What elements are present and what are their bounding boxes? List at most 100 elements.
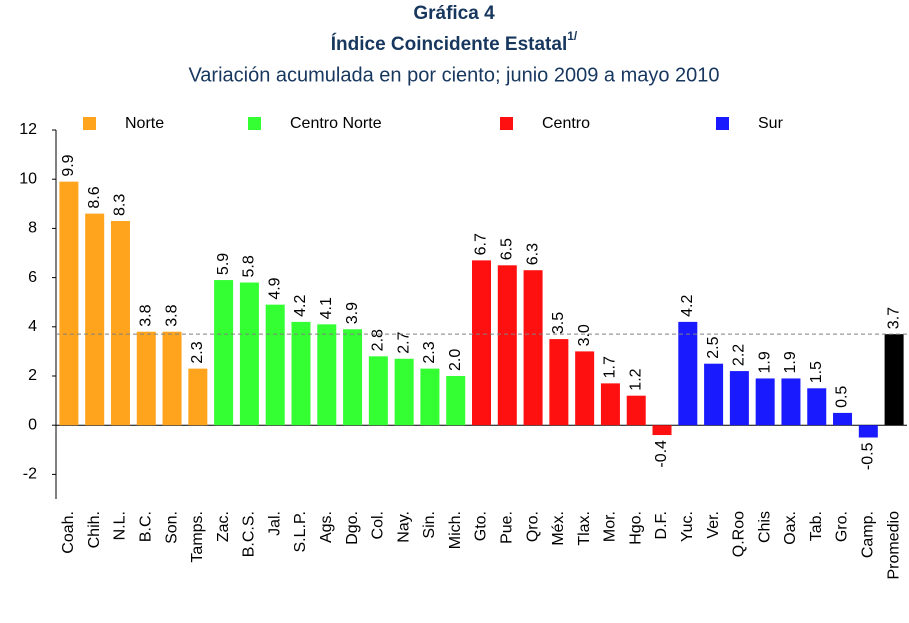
- x-tick-label: Chis: [756, 511, 773, 543]
- y-tick-label: 6: [28, 269, 37, 286]
- bar: [368, 356, 388, 426]
- x-tick-label: B.C.S.: [241, 511, 258, 557]
- y-tick-label: -2: [23, 466, 37, 483]
- legend-swatch: [248, 117, 261, 130]
- legend-swatch: [500, 117, 513, 130]
- value-label: 2.2: [731, 344, 748, 366]
- bar: [833, 412, 853, 426]
- value-label: 1.9: [782, 351, 799, 373]
- x-tick-label: Sin.: [421, 511, 438, 539]
- y-tick-label: 12: [19, 121, 37, 138]
- x-tick-label: N.L.: [112, 511, 129, 540]
- x-tick-label: Ags.: [318, 511, 335, 543]
- x-tick-label: Coah.: [60, 511, 77, 554]
- value-label: -0.4: [653, 440, 670, 468]
- bar: [704, 363, 724, 426]
- value-label: -0.5: [860, 442, 877, 470]
- bar: [239, 282, 259, 426]
- value-label: 6.5: [499, 238, 516, 260]
- value-label: 1.2: [627, 368, 644, 390]
- x-tick-label: Hgo.: [627, 511, 644, 545]
- value-label: 3.7: [885, 307, 902, 329]
- title-note: 1/: [567, 29, 578, 43]
- x-tick-label: Son.: [163, 511, 180, 544]
- value-label: 3.0: [576, 324, 593, 346]
- value-label: 1.7: [602, 356, 619, 378]
- value-label: 4.2: [292, 295, 309, 317]
- bar: [317, 324, 337, 426]
- bar: [600, 383, 620, 426]
- bar: [343, 329, 363, 426]
- bar: [729, 371, 749, 426]
- bar: [110, 221, 130, 426]
- value-label: 4.2: [679, 295, 696, 317]
- x-tick-label: Q.Roo: [731, 511, 748, 557]
- legend-label: Centro Norte: [290, 115, 382, 132]
- x-tick-label: Gro.: [834, 511, 851, 542]
- bar: [678, 321, 698, 426]
- y-tick-label: 0: [28, 416, 37, 433]
- x-tick-label: Zac.: [215, 511, 232, 542]
- x-tick-label: Chih.: [86, 511, 103, 548]
- x-tick-label: Mich.: [447, 511, 464, 549]
- bar: [652, 425, 672, 436]
- x-tick-label: Nay.: [395, 511, 412, 543]
- bar: [265, 304, 285, 426]
- bar: [755, 378, 775, 426]
- x-tick-label: Yuc.: [679, 511, 696, 542]
- bar: [523, 270, 543, 426]
- x-tick-label: Col.: [370, 511, 387, 539]
- chart-subtitle: Variación acumulada en por ciento; junio…: [188, 64, 719, 86]
- value-label: 3.8: [137, 304, 154, 326]
- value-label: 2.0: [447, 349, 464, 371]
- legend-label: Norte: [125, 115, 164, 132]
- value-label: 2.5: [705, 336, 722, 358]
- bar: [59, 181, 79, 426]
- x-tick-label: Dgo.: [344, 511, 361, 545]
- legend-label: Sur: [758, 115, 784, 132]
- bar: [214, 280, 234, 426]
- bar: [446, 376, 466, 426]
- bar: [188, 368, 208, 426]
- x-tick-label: Tab.: [808, 511, 825, 541]
- y-tick-label: 4: [28, 318, 37, 335]
- bar: [858, 425, 878, 438]
- bar: [807, 388, 827, 426]
- y-tick-label: 8: [28, 220, 37, 237]
- value-label: 2.3: [421, 341, 438, 363]
- x-tick-label: Oax.: [782, 511, 799, 545]
- bar: [162, 331, 182, 426]
- value-label: 2.7: [395, 331, 412, 353]
- bar: [394, 358, 414, 426]
- value-label: 4.1: [318, 297, 335, 319]
- value-label: 4.9: [266, 277, 283, 299]
- value-label: 6.3: [524, 243, 541, 265]
- legend-swatch: [716, 117, 729, 130]
- value-label: 3.9: [344, 302, 361, 324]
- x-tick-label: D.F.: [653, 511, 670, 539]
- value-label: 8.6: [86, 186, 103, 208]
- x-tick-label: Promedio: [885, 511, 902, 580]
- y-tick-label: 2: [28, 367, 37, 384]
- x-tick-label: S.L.P.: [292, 511, 309, 553]
- value-label: 2.8: [370, 329, 387, 351]
- bar: [136, 331, 156, 426]
- x-tick-label: Qro.: [524, 511, 541, 542]
- value-label: 1.5: [808, 361, 825, 383]
- bar: [85, 213, 105, 426]
- bar: [884, 334, 904, 426]
- x-tick-label: Méx.: [550, 511, 567, 546]
- bar: [575, 351, 595, 426]
- legend-label: Centro: [542, 115, 590, 132]
- value-label: 3.5: [550, 312, 567, 334]
- x-tick-label: Gto.: [473, 511, 490, 541]
- value-label: 6.7: [473, 233, 490, 255]
- bar: [626, 395, 646, 426]
- value-label: 1.9: [756, 351, 773, 373]
- value-label: 5.8: [241, 255, 258, 277]
- value-label: 0.5: [834, 386, 851, 408]
- bar: [291, 321, 311, 426]
- y-tick-label: 10: [19, 170, 37, 187]
- bar: [781, 378, 801, 426]
